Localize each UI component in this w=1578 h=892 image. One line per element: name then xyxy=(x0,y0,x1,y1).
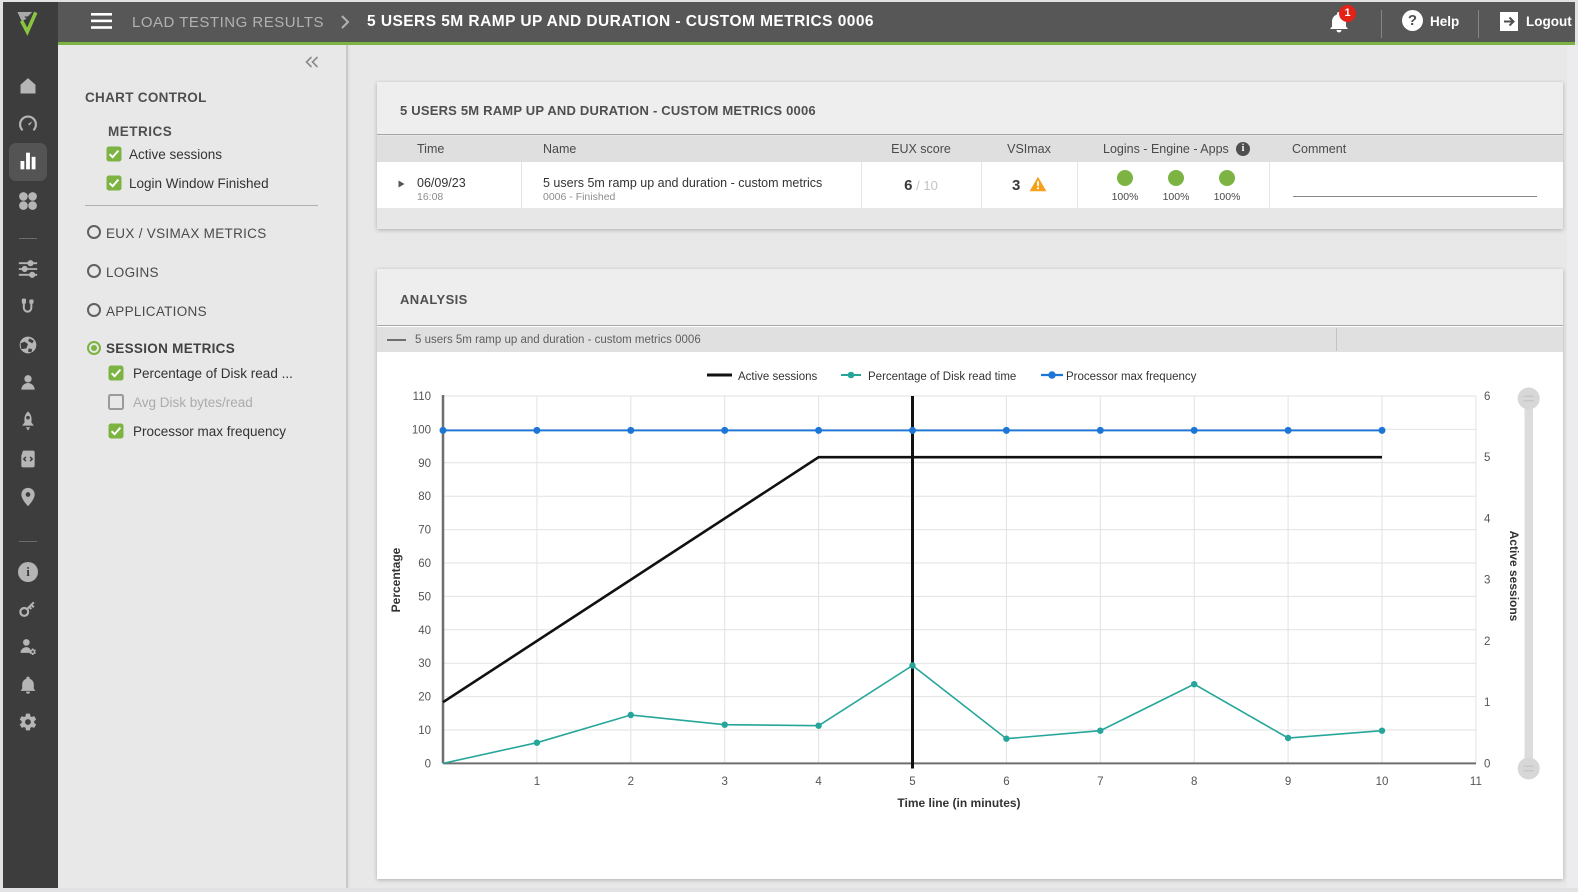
svg-text:7: 7 xyxy=(1097,776,1103,788)
svg-text:Percentage: Percentage xyxy=(389,547,403,612)
svg-text:4: 4 xyxy=(815,776,822,788)
svg-text:1: 1 xyxy=(1484,697,1490,709)
svg-text:10: 10 xyxy=(418,725,431,737)
svg-text:6: 6 xyxy=(1484,391,1490,403)
svg-text:11: 11 xyxy=(1470,776,1482,788)
svg-text:30: 30 xyxy=(418,658,431,670)
svg-text:20: 20 xyxy=(418,692,431,704)
svg-text:50: 50 xyxy=(418,591,431,603)
svg-text:1: 1 xyxy=(534,776,540,788)
svg-text:Active sessions: Active sessions xyxy=(1507,531,1521,622)
svg-text:90: 90 xyxy=(418,458,431,470)
svg-text:Processor max frequency: Processor max frequency xyxy=(1066,371,1197,383)
svg-text:70: 70 xyxy=(418,525,431,537)
svg-text:Time line (in minutes): Time line (in minutes) xyxy=(897,796,1020,810)
svg-text:0: 0 xyxy=(425,758,431,770)
svg-text:2: 2 xyxy=(1484,636,1490,648)
svg-text:60: 60 xyxy=(418,558,431,570)
svg-text:8: 8 xyxy=(1191,776,1197,788)
svg-text:10: 10 xyxy=(1376,776,1389,788)
svg-text:4: 4 xyxy=(1484,514,1491,526)
svg-text:3: 3 xyxy=(1484,575,1490,587)
svg-text:9: 9 xyxy=(1285,776,1291,788)
svg-text:0: 0 xyxy=(1484,758,1490,770)
svg-text:100: 100 xyxy=(412,424,431,436)
svg-text:Active sessions: Active sessions xyxy=(738,371,818,383)
svg-text:Percentage of Disk read time: Percentage of Disk read time xyxy=(868,371,1016,383)
svg-text:5: 5 xyxy=(1484,452,1490,464)
svg-text:5: 5 xyxy=(909,776,915,788)
svg-text:80: 80 xyxy=(418,491,431,503)
svg-text:110: 110 xyxy=(413,391,431,403)
svg-text:3: 3 xyxy=(721,776,727,788)
svg-text:6: 6 xyxy=(1003,776,1009,788)
svg-text:40: 40 xyxy=(418,625,431,637)
svg-text:2: 2 xyxy=(628,776,634,788)
